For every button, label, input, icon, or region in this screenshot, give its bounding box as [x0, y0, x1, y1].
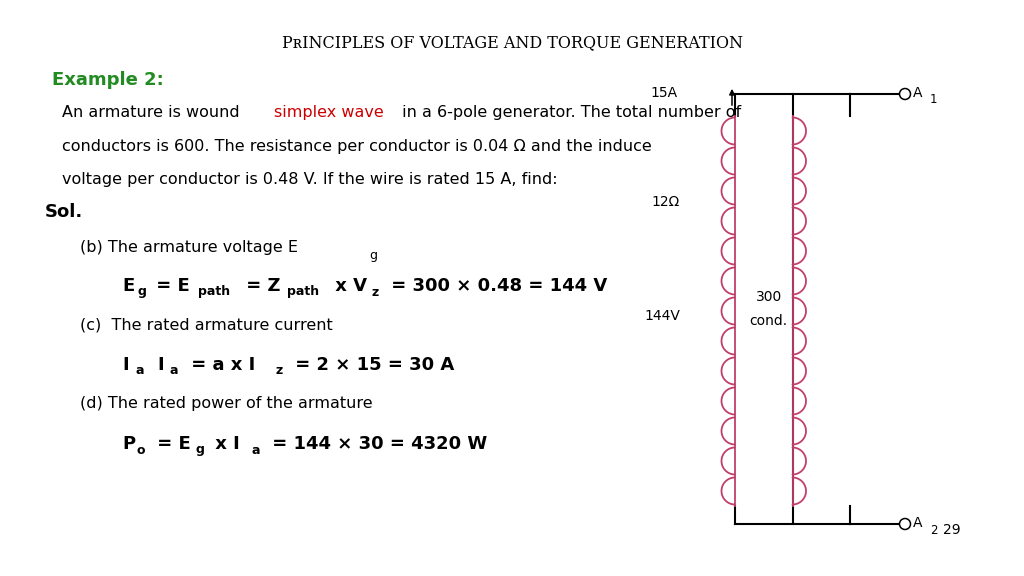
Text: = 2 × 15 = 30 A: = 2 × 15 = 30 A	[289, 356, 455, 374]
Text: g: g	[370, 248, 378, 262]
Text: a: a	[135, 365, 143, 377]
Circle shape	[899, 89, 910, 100]
Text: A: A	[913, 86, 923, 100]
Text: = a x I: = a x I	[185, 356, 255, 374]
Text: g: g	[137, 286, 146, 298]
Text: g: g	[195, 444, 204, 457]
Text: 1: 1	[930, 93, 938, 107]
Text: x I: x I	[209, 435, 240, 453]
Text: 15A: 15A	[651, 86, 678, 100]
Text: PʀINCIPLES OF VOLTAGE AND TORQUE GENERATION: PʀINCIPLES OF VOLTAGE AND TORQUE GENERAT…	[282, 34, 742, 51]
Text: Sol.: Sol.	[45, 203, 83, 221]
Text: o: o	[136, 444, 145, 457]
Text: (c)  The rated armature current: (c) The rated armature current	[80, 317, 333, 332]
Text: 144V: 144V	[644, 309, 680, 323]
Text: 300: 300	[756, 290, 782, 304]
Text: x V: x V	[329, 277, 367, 295]
Text: 29: 29	[943, 523, 961, 537]
Text: = E: = E	[151, 435, 190, 453]
Text: = Z: = Z	[240, 277, 281, 295]
Text: path: path	[198, 286, 230, 298]
Text: = 300 × 0.48 = 144 V: = 300 × 0.48 = 144 V	[385, 277, 607, 295]
Text: simplex wave: simplex wave	[274, 105, 384, 120]
Text: in a 6-pole generator. The total number of: in a 6-pole generator. The total number …	[397, 105, 741, 120]
Text: An armature is wound: An armature is wound	[62, 105, 245, 120]
Text: conductors is 600. The resistance per conductor is 0.04 Ω and the induce: conductors is 600. The resistance per co…	[62, 138, 651, 153]
Text: 12Ω: 12Ω	[651, 195, 680, 209]
Text: z: z	[372, 286, 379, 298]
Text: cond.: cond.	[750, 314, 787, 328]
Text: A: A	[913, 516, 923, 530]
Text: (d) The rated power of the armature: (d) The rated power of the armature	[80, 396, 373, 411]
Text: Example 2:: Example 2:	[52, 71, 164, 89]
Text: (b) The armature voltage E: (b) The armature voltage E	[80, 240, 298, 255]
Text: I: I	[157, 356, 164, 374]
Text: E: E	[122, 277, 134, 295]
Text: a: a	[252, 444, 260, 457]
Text: = 144 × 30 = 4320 W: = 144 × 30 = 4320 W	[266, 435, 487, 453]
Circle shape	[899, 518, 910, 529]
Text: = E: = E	[150, 277, 189, 295]
Text: voltage per conductor is 0.48 V. If the wire is rated 15 A, find:: voltage per conductor is 0.48 V. If the …	[62, 172, 558, 187]
Text: z: z	[276, 365, 284, 377]
Text: 2: 2	[930, 524, 938, 536]
Text: P: P	[122, 435, 135, 453]
Text: a: a	[169, 365, 177, 377]
Text: I: I	[122, 356, 129, 374]
Text: path: path	[287, 286, 319, 298]
